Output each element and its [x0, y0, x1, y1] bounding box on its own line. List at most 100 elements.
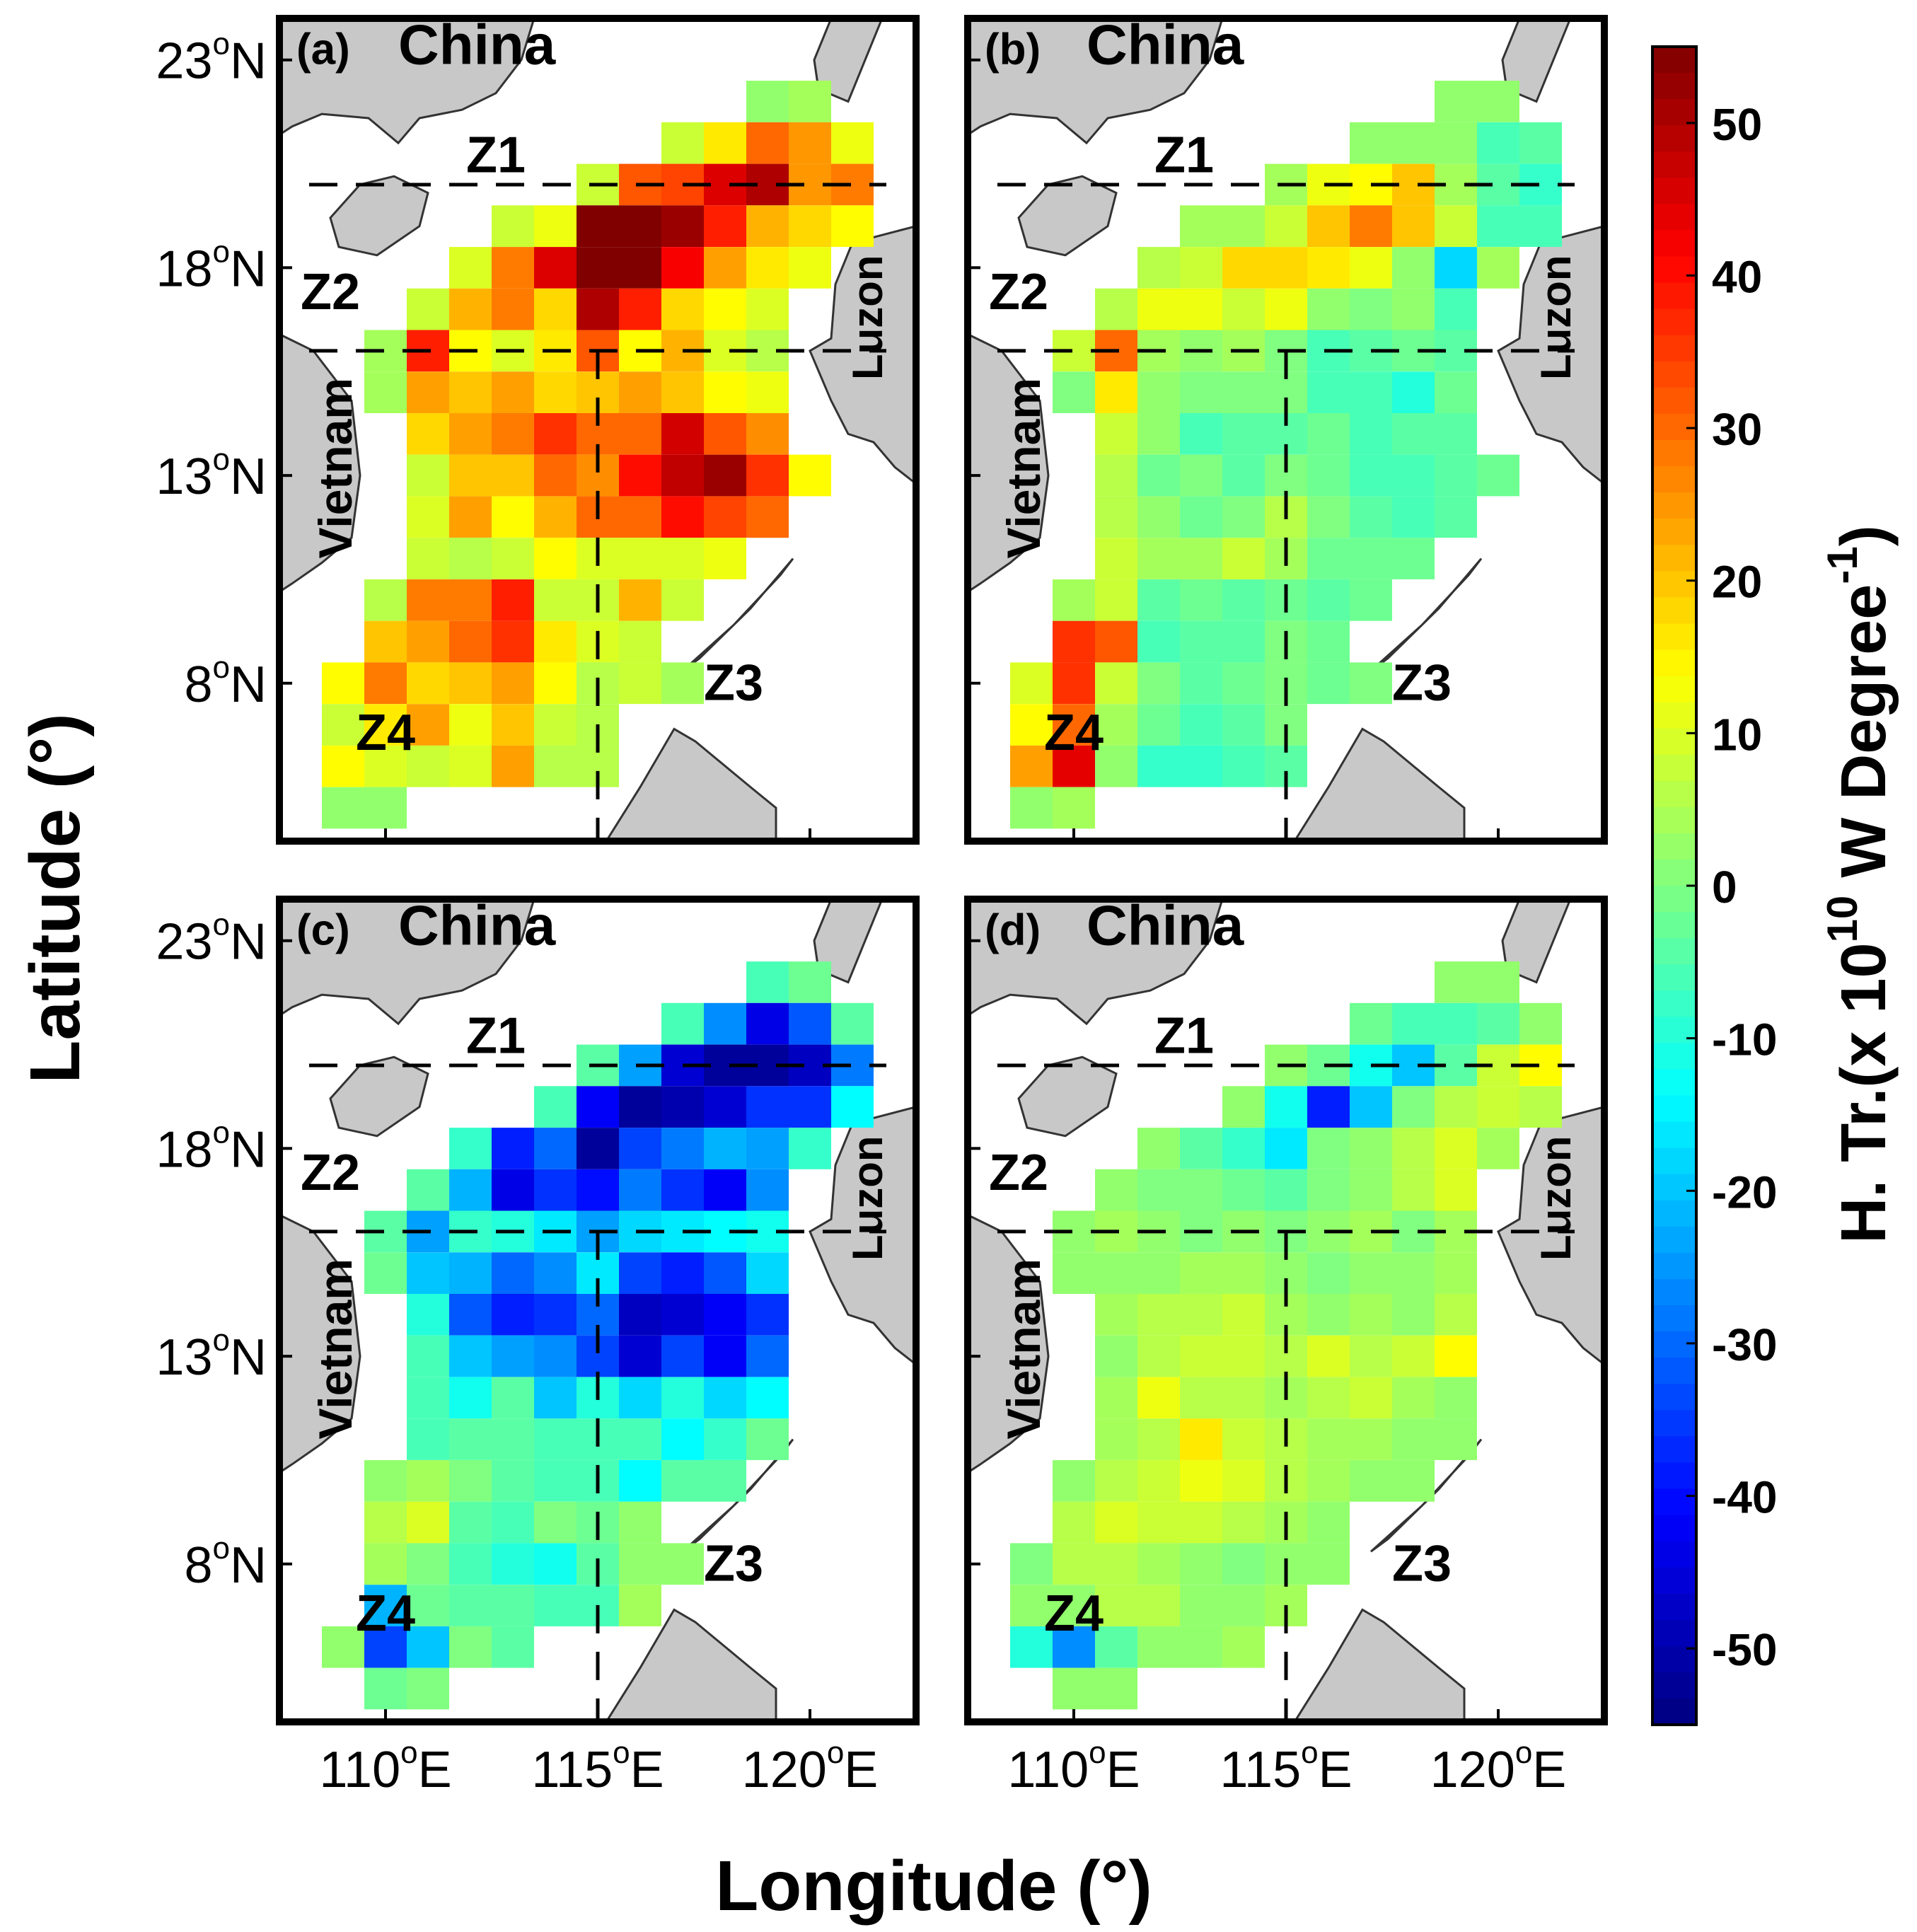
heatmap-cell	[1477, 81, 1519, 122]
colorbar-step	[1652, 1043, 1696, 1070]
z2-label: Z2	[989, 1145, 1048, 1201]
heatmap-cell	[1053, 1501, 1095, 1544]
heatmap-cell	[492, 579, 534, 621]
heatmap-cell	[831, 122, 874, 164]
heatmap-cell	[1053, 1460, 1095, 1502]
heatmap-cell	[746, 1252, 789, 1294]
heatmap-cell	[789, 1002, 831, 1045]
heatmap-cell	[449, 704, 492, 746]
heatmap-cell	[1222, 1460, 1265, 1502]
heatmap-cell	[1307, 371, 1350, 413]
heatmap-cell	[1137, 704, 1180, 746]
heatmap-cell	[704, 1002, 746, 1045]
heatmap-cell	[492, 704, 534, 746]
z1-label: Z1	[466, 1007, 526, 1064]
landmass	[809, 225, 916, 485]
heatmap-cell	[1053, 704, 1095, 746]
heatmap-cell	[1392, 1460, 1435, 1502]
colorbar-step	[1652, 335, 1696, 362]
colorbar-step	[1652, 1226, 1696, 1254]
heatmap-cell	[534, 1335, 577, 1377]
heatmap-cell	[1137, 247, 1180, 289]
heatmap-cell	[1137, 1585, 1180, 1626]
heatmap-cell	[364, 371, 407, 413]
heatmap-cell	[1095, 538, 1137, 579]
heatmap-cell	[619, 1377, 661, 1419]
colorbar-tick-label: 50	[1712, 99, 1762, 150]
heatmap-cell	[407, 496, 449, 538]
colorbar-tick-label: 10	[1712, 709, 1762, 760]
heatmap-cell	[789, 122, 831, 164]
y-tick-label: 13oN	[156, 1323, 267, 1386]
heatmap-cell	[1180, 413, 1222, 455]
heatmap-cell	[1180, 247, 1222, 289]
heatmap-cell	[1137, 662, 1180, 705]
heatmap-cell	[449, 1377, 492, 1419]
colorbar-step	[1652, 1358, 1696, 1384]
y-tick-label: 8oN	[184, 1531, 267, 1594]
heatmap-cell	[1435, 1002, 1477, 1045]
colorbar-step	[1652, 73, 1696, 100]
heatmap-cell	[492, 454, 534, 497]
heatmap-cell	[1180, 454, 1222, 497]
heatmap-cell	[1392, 1169, 1435, 1211]
heatmap-cell	[1180, 1543, 1222, 1585]
landmass	[968, 18, 1224, 145]
heatmap-cell	[1222, 288, 1265, 330]
heatmap-cell	[1265, 288, 1307, 330]
heatmap-cell	[1435, 1377, 1477, 1419]
heatmap-cell	[492, 496, 534, 538]
heatmap-cell	[407, 1626, 449, 1668]
heatmap-cell	[1222, 1501, 1265, 1544]
heatmap-cell	[619, 538, 661, 579]
colorbar-step	[1652, 649, 1696, 677]
colorbar-step	[1652, 623, 1696, 651]
heatmap-cell	[492, 1418, 534, 1460]
panels-group: (a) China Z1 Z2 Z3 Z4 Vietnam Luzon 8oN 13oN 18oN 2…	[156, 13, 1608, 1798]
colorbar-step	[1652, 1331, 1696, 1358]
heatmap-cell	[704, 1294, 746, 1336]
china-label: China	[1087, 13, 1244, 76]
heatmap-cell	[831, 205, 874, 247]
heatmap-cell	[534, 413, 577, 455]
colorbar-step	[1652, 833, 1696, 860]
x-tick-label: 110oE	[319, 1735, 451, 1798]
panel-label: (d)	[985, 906, 1041, 955]
heatmap-cell	[534, 1086, 577, 1128]
z4-label: Z4	[1044, 705, 1104, 761]
heatmap-cell	[1095, 620, 1137, 663]
heatmap-cell	[449, 1169, 492, 1211]
heatmap-cell	[1053, 620, 1095, 663]
heatmap-cell	[407, 1377, 449, 1419]
heatmap-cell	[534, 1585, 577, 1626]
heatmap-cell	[1095, 579, 1137, 621]
heatmap-cell	[407, 1169, 449, 1211]
heatmap-cell	[364, 1252, 407, 1294]
heatmap-cell	[1222, 1377, 1265, 1419]
axes-labels: Longitude (°) Latitude (°)	[16, 713, 1152, 1926]
colorbar-tick-label: 20	[1712, 557, 1762, 608]
heatmap-cell	[407, 538, 449, 579]
colorbar-step	[1652, 1567, 1696, 1595]
heatmap-cell	[661, 1418, 704, 1460]
heatmap-cell	[661, 496, 704, 538]
heatmap-cell	[1350, 496, 1392, 538]
heatmap-cell	[534, 745, 577, 787]
heatmap-cell	[492, 1626, 534, 1668]
colorbar-step	[1652, 1069, 1696, 1097]
colorbar: 50 40 30 20 10 0 -10 -20 -30 -40 -50 H. Tr.(x 1010 …	[1651, 45, 1899, 1726]
heatmap-cell	[1392, 288, 1435, 330]
heatmap-cell	[1222, 1543, 1265, 1585]
heatmap-cell	[322, 745, 364, 787]
heatmap-cell	[619, 1585, 661, 1626]
z3-label: Z3	[704, 1535, 763, 1592]
heatmap-cell	[661, 662, 704, 705]
colorbar-step	[1652, 519, 1696, 545]
heatmap-cell	[407, 371, 449, 413]
heatmap-cell	[1307, 288, 1350, 330]
heatmap-cell	[746, 413, 789, 455]
heatmap-cell	[1095, 1626, 1137, 1668]
heatmap-cell	[1180, 1585, 1222, 1626]
heatmap-cell	[789, 1128, 831, 1169]
colorbar-step	[1652, 1121, 1696, 1149]
